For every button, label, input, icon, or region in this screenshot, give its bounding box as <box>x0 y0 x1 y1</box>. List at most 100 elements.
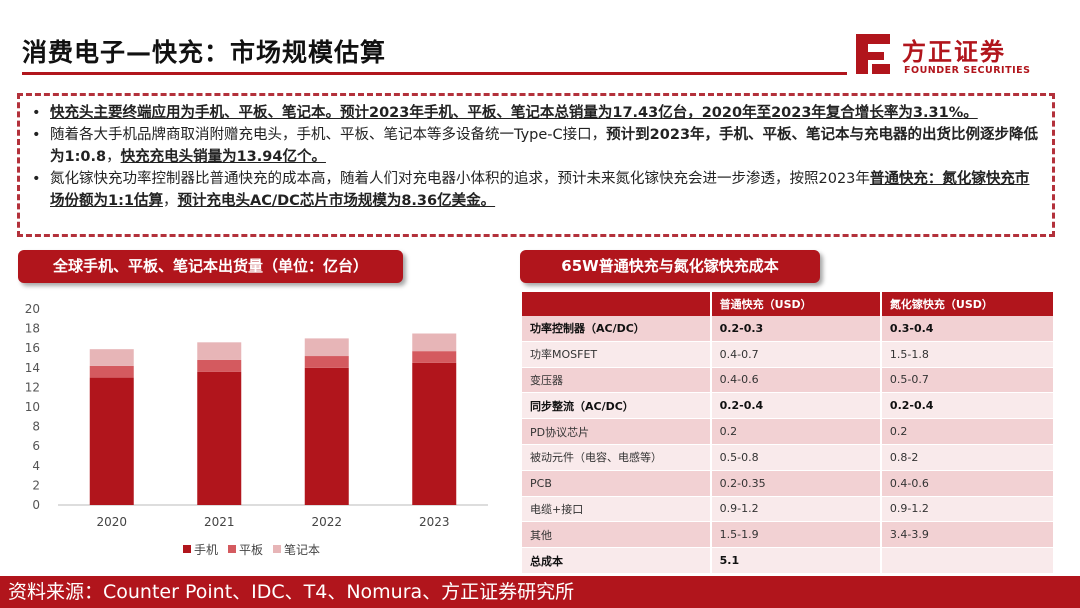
column-header: 普通快充（USD） <box>710 292 882 316</box>
legend-label: 平板 <box>239 543 263 557</box>
bullet-text: ， <box>162 193 178 209</box>
bar-segment-笔记本 <box>197 342 242 360</box>
table-cell: 0.2 <box>880 418 1056 445</box>
logo-text-cn: 方正证券 <box>902 38 1006 66</box>
y-tick-label: 6 <box>32 439 40 453</box>
table-row: 同步整流（AC/DC） 0.2-0.4 0.2-0.4 <box>522 392 1056 420</box>
x-tick-label: 2022 <box>311 515 342 529</box>
table-row: 被动元件（电容、电感等） 0.5-0.8 0.8-2 <box>522 444 1056 471</box>
bullet-text: 快充充电头销量为13.94亿个。 <box>120 149 326 165</box>
y-tick-label: 4 <box>32 459 40 473</box>
bar-segment-平板 <box>197 359 242 372</box>
table-cell: 总成本 <box>522 547 712 574</box>
table-cell: 0.9-1.2 <box>880 496 1056 523</box>
legend-swatch <box>228 545 236 553</box>
table-row: 变压器 0.4-0.6 0.5-0.7 <box>522 367 1056 394</box>
table-cell: 1.5-1.8 <box>880 341 1056 368</box>
table-cell: 变压器 <box>522 367 712 394</box>
y-tick-label: 12 <box>25 380 40 394</box>
table-cell: 1.5-1.9 <box>710 521 882 549</box>
table-cell: PCB <box>522 470 712 497</box>
table-row: 功率MOSFET 0.4-0.7 1.5-1.8 <box>522 341 1056 368</box>
bar-segment-平板 <box>89 365 134 378</box>
bar-segment-手机 <box>412 362 457 505</box>
brand-logo: 方正证券 FOUNDER SECURITIES <box>850 30 1060 80</box>
y-tick-label: 10 <box>25 400 40 414</box>
y-tick-label: 2 <box>32 478 40 492</box>
table-cell: 电缆+接口 <box>522 496 712 523</box>
bullet-text: 预计充电头AC/DC芯片市场规模为8.36亿美金。 <box>177 193 496 209</box>
y-tick-label: 18 <box>25 322 40 336</box>
key-points-box: 快充头主要终端应用为手机、平板、笔记本。预计2023年手机、平板、笔记本总销量为… <box>17 93 1055 237</box>
table-cell: 0.2-0.3 <box>710 316 882 342</box>
legend-label: 手机 <box>194 543 218 557</box>
bullet-text: 预计到2023年，手机、平板、笔记本与充电器的出货比例逐步降低为1:0.8 <box>50 127 1039 165</box>
table-cell: 功率MOSFET <box>522 341 712 368</box>
table-row: 总成本 5.1 <box>522 547 1056 574</box>
legend-swatch <box>183 545 191 553</box>
y-tick-label: 20 <box>25 302 40 316</box>
bullet-text: 普通快充：氮化镓快充市场份额为1:1估算 <box>50 171 1030 209</box>
table-cell: 5.1 <box>710 547 882 574</box>
cost-table-header: 普通快充（USD） 氮化镓快充（USD） <box>522 292 1056 316</box>
table-cell: 0.2-0.4 <box>880 392 1056 420</box>
title-divider <box>22 72 847 75</box>
source-footer: 资料来源：Counter Point、IDC、T4、Nomura、方正证券研究所 <box>0 576 1080 608</box>
table-row: PD协议芯片 0.2 0.2 <box>522 418 1056 445</box>
logo-text-en: FOUNDER SECURITIES <box>904 65 1031 76</box>
bar-segment-笔记本 <box>412 333 457 352</box>
table-row: 功率控制器（AC/DC） 0.2-0.3 0.3-0.4 <box>522 316 1056 342</box>
y-tick-label: 14 <box>25 361 40 375</box>
column-header: 氮化镓快充（USD） <box>880 292 1056 316</box>
x-tick-label: 2020 <box>96 515 127 529</box>
bullet-point: 快充头主要终端应用为手机、平板、笔记本。预计2023年手机、平板、笔记本总销量为… <box>32 102 1040 124</box>
table-cell: 0.3-0.4 <box>880 316 1056 342</box>
table-cell: 同步整流（AC/DC） <box>522 392 712 420</box>
table-cell: 0.5-0.8 <box>710 444 882 471</box>
table-cell: 0.4-0.6 <box>880 470 1056 497</box>
bullet-text: 快充头主要终端应用为手机、平板、笔记本。预计2023年手机、平板、笔记本总销量为… <box>50 105 978 121</box>
table-section-title: 65W普通快充与氮化镓快充成本 <box>520 250 820 283</box>
table-cell: 功率控制器（AC/DC） <box>522 316 712 342</box>
bar-segment-笔记本 <box>304 338 349 357</box>
founder-logo-icon <box>856 34 890 74</box>
table-cell: 0.4-0.7 <box>710 341 882 368</box>
table-cell: 3.4-3.9 <box>880 521 1056 549</box>
page-title: 消费电子—快充：市场规模估算 <box>22 38 387 67</box>
bar-segment-手机 <box>197 371 242 505</box>
table-row: 其他 1.5-1.9 3.4-3.9 <box>522 521 1056 549</box>
bullet-point: 随着各大手机品牌商取消附赠充电头，手机、平板、笔记本等多设备统一Type-C接口… <box>32 124 1040 168</box>
y-tick-label: 16 <box>25 341 40 355</box>
bullet-point: 氮化镓快充功率控制器比普通快充的成本高，随着人们对充电器小体积的追求，预计未来氮… <box>32 168 1040 212</box>
table-cell: 0.9-1.2 <box>710 496 882 523</box>
x-tick-label: 2023 <box>419 515 450 529</box>
column-header <box>522 292 712 316</box>
table-row: PCB 0.2-0.35 0.4-0.6 <box>522 470 1056 497</box>
table-cell: 0.4-0.6 <box>710 367 882 394</box>
table-cell: 0.5-0.7 <box>880 367 1056 394</box>
table-cell: 0.2 <box>710 418 882 445</box>
cost-table: 普通快充（USD） 氮化镓快充（USD） 功率控制器（AC/DC） 0.2-0.3 0… <box>522 292 1056 574</box>
table-cell <box>880 547 1056 574</box>
bullet-text: 随着各大手机品牌商取消附赠充电头，手机、平板、笔记本等多设备统一Type-C接口… <box>50 127 607 143</box>
bullet-text: ， <box>106 149 121 165</box>
table-cell: 0.8-2 <box>880 444 1056 471</box>
bullet-text: 氮化镓快充功率控制器比普通快充的成本高，随着人们对充电器小体积的追求，预计未来氮… <box>50 171 870 187</box>
table-cell: 被动元件（电容、电感等） <box>522 444 712 471</box>
bar-segment-手机 <box>304 367 349 505</box>
chart-section-title: 全球手机、平板、笔记本出货量（单位：亿台） <box>18 250 403 283</box>
legend-label: 笔记本 <box>284 542 320 557</box>
y-tick-label: 8 <box>32 420 40 434</box>
y-tick-label: 0 <box>32 498 40 512</box>
table-cell: PD协议芯片 <box>522 418 712 445</box>
legend-swatch <box>273 545 281 553</box>
table-cell: 其他 <box>522 521 712 549</box>
bar-segment-笔记本 <box>89 349 134 366</box>
x-tick-label: 2021 <box>204 515 235 529</box>
bar-segment-手机 <box>89 377 134 505</box>
bar-segment-平板 <box>304 356 349 368</box>
table-cell: 0.2-0.35 <box>710 470 882 497</box>
table-row: 电缆+接口 0.9-1.2 0.9-1.2 <box>522 496 1056 523</box>
bar-segment-平板 <box>412 351 457 363</box>
